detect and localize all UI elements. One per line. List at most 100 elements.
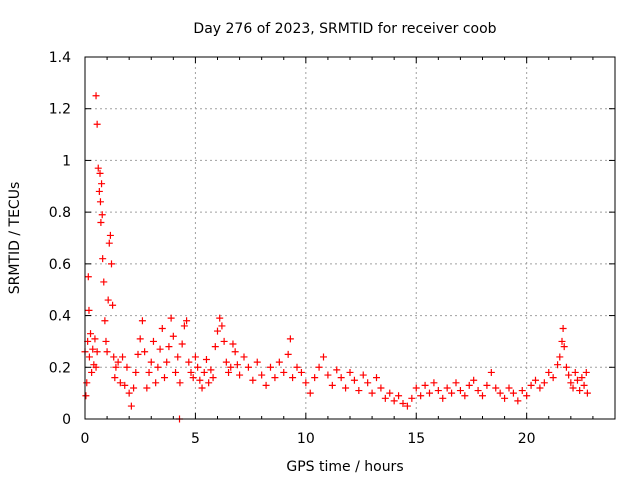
data-point — [93, 120, 101, 128]
data-point — [249, 376, 257, 384]
data-point — [562, 363, 570, 371]
data-point — [191, 353, 199, 361]
data-point — [286, 335, 294, 343]
data-point — [132, 368, 140, 376]
data-point — [417, 392, 425, 400]
data-point — [399, 399, 407, 407]
data-point — [92, 363, 100, 371]
data-point — [149, 337, 157, 345]
data-point — [101, 317, 109, 325]
data-point — [141, 348, 149, 356]
data-point — [85, 306, 93, 314]
data-point — [180, 322, 188, 330]
y-tick-label: 0.6 — [49, 257, 71, 273]
data-point — [167, 314, 175, 322]
data-point — [138, 317, 146, 325]
data-point — [109, 301, 117, 309]
data-point — [154, 363, 162, 371]
data-point — [289, 374, 297, 382]
data-point — [123, 363, 131, 371]
data-point — [96, 198, 104, 206]
data-point — [156, 345, 164, 353]
data-point — [560, 343, 568, 351]
data-point — [198, 384, 206, 392]
data-point — [105, 239, 113, 247]
data-point — [130, 384, 138, 392]
data-point — [315, 363, 323, 371]
chart-title: Day 276 of 2023, SRMTID for receiver coo… — [193, 21, 496, 37]
data-point — [549, 374, 557, 382]
data-point — [92, 92, 100, 100]
data-point — [368, 389, 376, 397]
data-point — [532, 376, 539, 384]
data-point — [143, 384, 151, 392]
data-point — [518, 387, 526, 395]
y-tick-label: 1.4 — [49, 50, 71, 66]
data-point — [559, 325, 567, 332]
data-point — [172, 368, 180, 376]
data-point — [229, 340, 237, 348]
data-point — [100, 278, 108, 286]
data-point — [134, 350, 142, 358]
data-point — [202, 356, 210, 364]
data-point — [214, 327, 221, 335]
data-point — [483, 381, 491, 389]
data-point — [189, 374, 197, 382]
data-point — [328, 381, 336, 389]
data-point — [509, 389, 517, 397]
data-points — [81, 92, 591, 423]
data-point — [97, 218, 105, 226]
data-point — [169, 332, 177, 340]
data-point — [474, 387, 482, 395]
data-point — [216, 314, 224, 322]
data-point — [96, 169, 104, 177]
data-point — [136, 335, 144, 343]
data-point — [470, 376, 478, 384]
data-point — [573, 376, 581, 384]
data-point — [93, 348, 101, 356]
data-point — [487, 368, 495, 376]
data-point — [580, 381, 588, 389]
data-point — [456, 387, 464, 395]
data-point — [390, 397, 398, 405]
data-point — [125, 389, 133, 397]
data-point — [262, 381, 270, 389]
data-point — [98, 180, 106, 188]
plot-frame — [84, 56, 616, 420]
data-point — [88, 368, 96, 376]
data-point — [492, 384, 500, 392]
data-point — [430, 379, 438, 387]
data-point — [359, 371, 367, 379]
data-point — [227, 363, 235, 371]
data-point — [377, 384, 385, 392]
data-point — [187, 368, 195, 376]
data-point — [85, 353, 93, 361]
data-point — [582, 368, 590, 376]
data-point — [337, 374, 345, 382]
data-point — [104, 296, 112, 304]
data-point — [448, 389, 456, 397]
data-point — [240, 353, 248, 361]
data-point — [200, 368, 208, 376]
data-point — [381, 394, 389, 402]
data-point — [152, 379, 160, 387]
data-point — [158, 325, 166, 332]
x-tick-label: 0 — [81, 431, 90, 447]
x-tick-label: 5 — [191, 431, 200, 447]
y-tick-labels: 0 0.2 0.4 0.6 0.8 1 1.2 1.4 — [49, 50, 71, 428]
data-point — [342, 384, 350, 392]
data-point — [196, 376, 204, 384]
data-point — [501, 394, 509, 402]
data-point — [183, 317, 191, 325]
data-point — [87, 330, 95, 338]
data-point — [194, 363, 202, 371]
data-point — [267, 363, 274, 371]
data-point — [426, 389, 433, 397]
data-point — [412, 384, 420, 392]
data-point — [465, 381, 473, 389]
y-tick-label: 1 — [62, 153, 71, 169]
data-point — [205, 379, 213, 387]
data-point — [364, 379, 372, 387]
data-point — [284, 350, 292, 358]
data-point — [163, 358, 171, 366]
